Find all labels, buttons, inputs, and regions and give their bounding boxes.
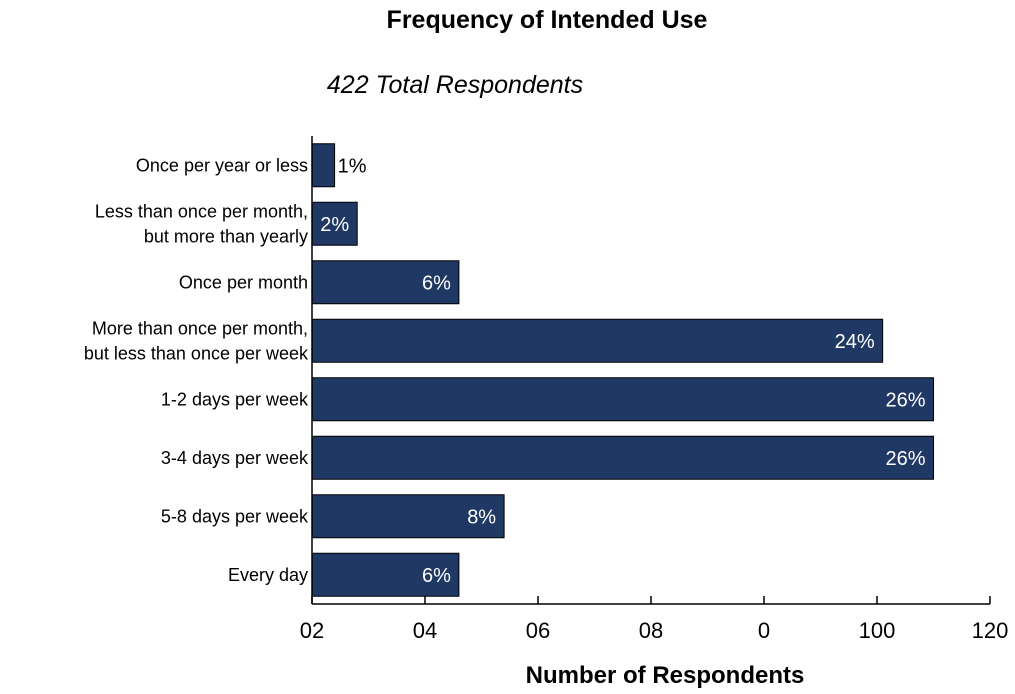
data-label: 8% [467,506,496,528]
bar [311,435,934,480]
category-label: Once per year or less [136,155,308,175]
bars-group [311,143,934,597]
chart-title: Frequency of Intended Use [387,6,708,34]
data-labels: 1% 2% 6% 24% 26% 26% 8% 6% [320,155,925,587]
category-label: 5-8 days per week [161,506,309,526]
data-label: 6% [422,272,451,294]
chart-subtitle: 422 Total Respondents [327,71,583,99]
data-label: 2% [320,214,349,236]
category-label: Every day [228,565,308,585]
x-tick-label: 100 [859,618,896,643]
data-label: 26% [885,389,925,411]
bar [311,201,358,246]
category-label: 1-2 days per week [161,389,309,409]
x-tick-label: 08 [639,618,663,643]
x-tick-label: 120 [972,618,1009,643]
x-axis-ticks: 02 04 06 08 0 100 120 [300,596,1009,643]
category-labels: Once per year or less Less than once per … [84,155,309,585]
category-label: 3-4 days per week [161,448,309,468]
x-tick-label: 02 [300,618,324,643]
data-label: 1% [338,155,367,177]
category-label: More than once per month, but less than o… [84,318,309,363]
x-tick-label: 04 [413,618,437,643]
bar [311,318,884,363]
x-tick-label: 0 [758,618,770,643]
data-label: 26% [885,448,925,470]
bar [311,552,460,597]
data-label: 6% [422,565,451,587]
bar [311,260,460,305]
bar [311,494,505,539]
category-label: Less than once per month, but more than y… [95,201,308,246]
category-label: Once per month [179,272,308,292]
x-tick-label: 06 [526,618,550,643]
data-label: 24% [835,331,875,353]
x-axis-label: Number of Respondents [526,662,805,689]
bar [311,377,934,422]
bar [311,143,336,188]
